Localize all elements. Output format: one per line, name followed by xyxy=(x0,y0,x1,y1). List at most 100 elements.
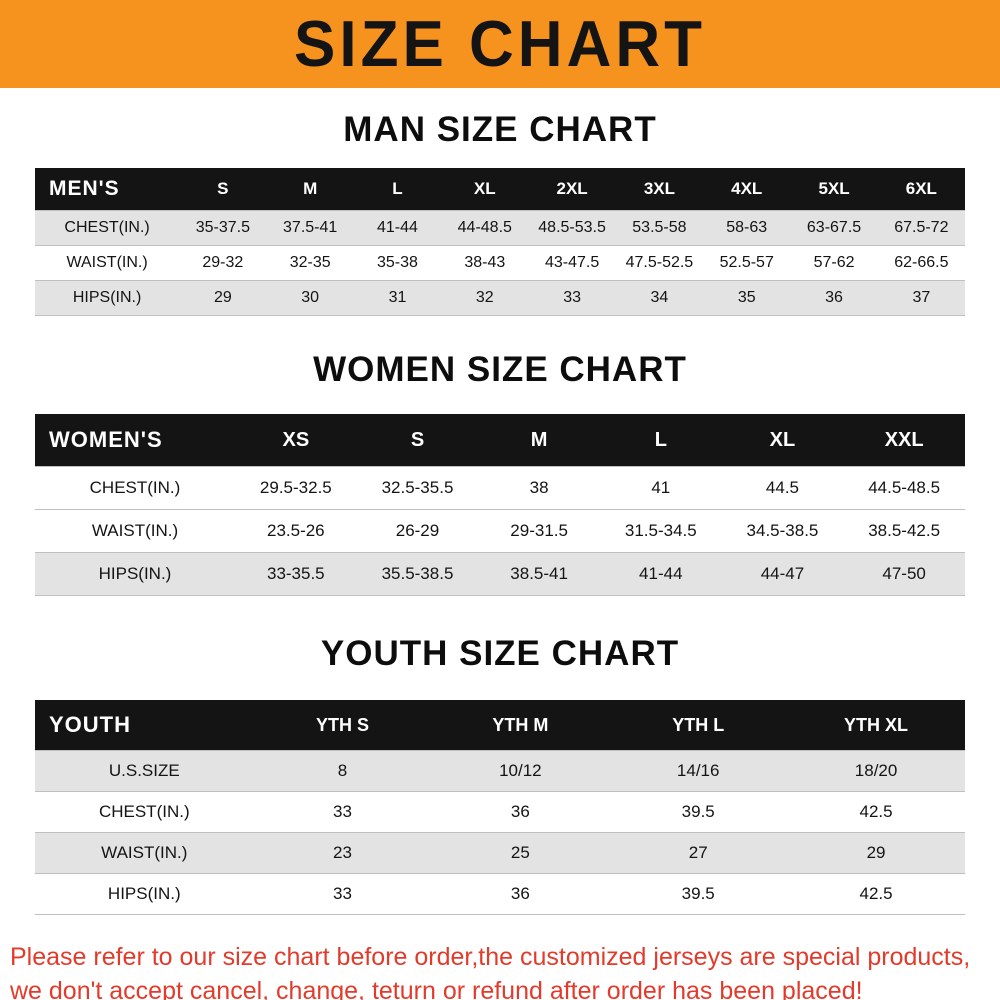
value-cell: 47-50 xyxy=(843,552,965,596)
value-cell: 44-48.5 xyxy=(441,210,529,246)
youth-size-chart-heading: YOUTH SIZE CHART xyxy=(320,634,680,673)
value-cell: 47.5-52.5 xyxy=(615,245,704,281)
value-cell: 37 xyxy=(877,280,965,316)
size-column-header: 3XL xyxy=(615,168,704,211)
footer-note-line1: Please refer to our size chart before or… xyxy=(10,943,971,971)
value-cell: 29-31.5 xyxy=(478,509,600,553)
size-column-header: L xyxy=(599,414,722,467)
table-row: U.S.SIZE 8 10/12 14/16 18/20 xyxy=(35,750,965,792)
value-cell: 42.5 xyxy=(787,791,965,833)
size-column-header: S xyxy=(179,168,267,211)
size-column-header: 6XL xyxy=(877,168,965,211)
value-cell: 63-67.5 xyxy=(790,210,878,246)
value-cell: 41 xyxy=(599,466,722,510)
value-cell: 34.5-38.5 xyxy=(721,509,844,553)
size-column-header: YTH L xyxy=(609,700,788,751)
value-cell: 62-66.5 xyxy=(877,245,965,281)
value-cell: 53.5-58 xyxy=(615,210,704,246)
value-cell: 35.5-38.5 xyxy=(356,552,479,596)
size-column-header: XL xyxy=(441,168,529,211)
value-cell: 14/16 xyxy=(609,750,788,792)
value-cell: 33-35.5 xyxy=(235,552,357,596)
value-cell: 23.5-26 xyxy=(235,509,357,553)
value-cell: 10/12 xyxy=(431,750,610,792)
value-cell: 33 xyxy=(253,873,432,915)
value-cell: 29 xyxy=(179,280,267,316)
footer-note: Please refer to our size chart before or… xyxy=(0,941,1000,1000)
size-column-header: S xyxy=(356,414,479,467)
row-label-cell: U.S.SIZE xyxy=(35,750,254,792)
table-title-header: MEN'S xyxy=(35,168,180,211)
value-cell: 31 xyxy=(353,280,442,316)
size-column-header: YTH XL xyxy=(787,700,965,751)
value-cell: 29 xyxy=(787,832,965,874)
footer-note-line2: we don't accept cancel, change, teturn o… xyxy=(10,976,863,1000)
women-size-table: WOMEN'S XS S M L XL XXL CHEST(IN.) 29.5-32.5 32.5… xyxy=(35,414,965,596)
table-row: HIPS(IN.) 33 36 39.5 42.5 xyxy=(35,873,965,915)
value-cell: 43-47.5 xyxy=(528,245,616,281)
value-cell: 29-32 xyxy=(179,245,267,281)
value-cell: 44.5 xyxy=(721,466,844,510)
value-cell: 35 xyxy=(703,280,791,316)
value-cell: 27 xyxy=(609,832,788,874)
size-column-header: 2XL xyxy=(528,168,616,211)
table-row: CHEST(IN.) 33 36 39.5 42.5 xyxy=(35,791,965,833)
value-cell: 52.5-57 xyxy=(703,245,791,281)
value-cell: 8 xyxy=(253,750,432,792)
row-label-cell: HIPS(IN.) xyxy=(35,873,254,915)
row-label-cell: HIPS(IN.) xyxy=(35,552,235,596)
value-cell: 57-62 xyxy=(790,245,878,281)
value-cell: 41-44 xyxy=(353,210,442,246)
row-label-cell: CHEST(IN.) xyxy=(35,210,180,246)
row-label-cell: WAIST(IN.) xyxy=(35,832,254,874)
row-label-cell: HIPS(IN.) xyxy=(35,280,180,316)
value-cell: 39.5 xyxy=(609,791,788,833)
value-cell: 37.5-41 xyxy=(266,210,354,246)
value-cell: 42.5 xyxy=(787,873,965,915)
youth-size-table: YOUTH YTH S YTH M YTH L YTH XL U.S.SIZE 8 10/12… xyxy=(35,700,965,915)
value-cell: 32.5-35.5 xyxy=(356,466,479,510)
value-cell: 25 xyxy=(431,832,610,874)
size-column-header: YTH M xyxy=(431,700,610,751)
value-cell: 29.5-32.5 xyxy=(235,466,357,510)
value-cell: 36 xyxy=(790,280,878,316)
value-cell: 67.5-72 xyxy=(877,210,965,246)
value-cell: 32 xyxy=(441,280,529,316)
value-cell: 36 xyxy=(431,791,610,833)
size-column-header: M xyxy=(478,414,600,467)
banner-title: SIZE CHART xyxy=(294,7,706,81)
value-cell: 38.5-41 xyxy=(478,552,600,596)
man-size-table: MEN'S S M L XL 2XL 3XL 4XL 5XL 6XL CHEST(IN.) 35-37… xyxy=(35,168,965,316)
table-header-row: YOUTH YTH S YTH M YTH L YTH XL xyxy=(35,700,965,751)
value-cell: 36 xyxy=(431,873,610,915)
table-row: WAIST(IN.) 23.5-26 26-29 29-31.5 31.5-34.5 34… xyxy=(35,509,965,553)
size-column-header: XL xyxy=(721,414,844,467)
value-cell: 23 xyxy=(253,832,432,874)
value-cell: 18/20 xyxy=(787,750,965,792)
value-cell: 26-29 xyxy=(356,509,479,553)
table-row: CHEST(IN.) 29.5-32.5 32.5-35.5 38 41 44.5 44.5… xyxy=(35,466,965,510)
size-column-header: 4XL xyxy=(703,168,791,211)
value-cell: 32-35 xyxy=(266,245,354,281)
value-cell: 39.5 xyxy=(609,873,788,915)
table-header-row: WOMEN'S XS S M L XL XXL xyxy=(35,414,965,467)
table-row: CHEST(IN.) 35-37.5 37.5-41 41-44 44-48.5 48.5… xyxy=(35,210,965,246)
row-label-cell: CHEST(IN.) xyxy=(35,791,254,833)
size-column-header: XXL xyxy=(843,414,965,467)
table-row: HIPS(IN.) 33-35.5 35.5-38.5 38.5-41 41-44 44-… xyxy=(35,552,965,596)
value-cell: 41-44 xyxy=(599,552,722,596)
man-section: MAN SIZE CHART MEN'S S M L XL 2XL 3XL 4XL 5XL 6XL… xyxy=(0,110,1000,316)
value-cell: 31.5-34.5 xyxy=(599,509,722,553)
table-title-header: YOUTH xyxy=(35,700,254,751)
table-row: WAIST(IN.) 29-32 32-35 35-38 38-43 43-47.5 47.… xyxy=(35,245,965,281)
table-title-header: WOMEN'S xyxy=(35,414,235,467)
size-column-header: L xyxy=(353,168,442,211)
table-row: HIPS(IN.) 29 30 31 32 33 34 35 36 37 xyxy=(35,280,965,316)
youth-section: YOUTH SIZE CHART YOUTH YTH S YTH M YTH L YTH… xyxy=(0,634,1000,915)
banner: SIZE CHART xyxy=(0,0,1000,88)
value-cell: 34 xyxy=(615,280,704,316)
value-cell: 44-47 xyxy=(721,552,844,596)
value-cell: 38 xyxy=(478,466,600,510)
value-cell: 48.5-53.5 xyxy=(528,210,616,246)
